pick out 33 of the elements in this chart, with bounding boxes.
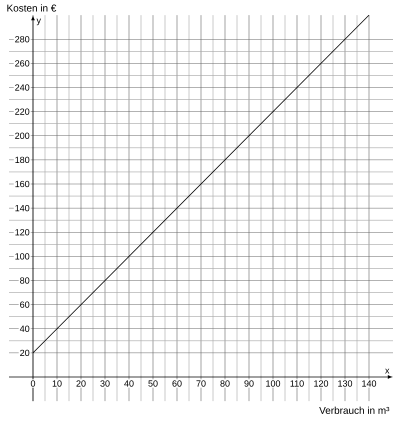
x-axis-title: Verbrauch in m³: [319, 406, 390, 414]
y-tick-label: 140: [15, 204, 30, 212]
y-tick-label: 40: [20, 326, 30, 332]
y-tick-label: 120: [15, 229, 30, 236]
x-tick-label: 50: [148, 380, 158, 387]
y-tick-label: 200: [15, 132, 30, 139]
annotation: x: [385, 368, 390, 374]
x-tick-label: 20: [76, 380, 86, 387]
x-tick-label: 0: [30, 380, 36, 387]
y-tick-label: 20: [20, 350, 30, 356]
x-tick-label: 40: [124, 380, 134, 387]
x-tick-label: 100: [266, 380, 280, 387]
y-tick-label: 280: [15, 36, 30, 42]
x-tick-label: 60: [172, 380, 182, 387]
x-tick-label: 80: [220, 380, 230, 387]
y-axis-title: Kosten in €: [7, 4, 56, 12]
y-tick-label: 180: [15, 156, 30, 164]
y-tick-label: 240: [15, 84, 30, 91]
y-tick-label: 80: [20, 277, 30, 284]
x-tick-label: 10: [52, 380, 62, 387]
x-tick-label: 140: [362, 380, 376, 387]
x-tick-label: 70: [196, 380, 206, 387]
annotation: y: [36, 18, 41, 26]
x-tick-label: 110: [290, 380, 304, 387]
x-tick-label: 130: [338, 380, 352, 387]
y-tick-label: 220: [15, 108, 30, 115]
y-tick-label: 260: [15, 60, 30, 67]
x-tick-label: 120: [314, 380, 328, 387]
y-tick-label: 100: [15, 253, 30, 260]
y-tick-label: 60: [20, 301, 30, 308]
x-tick-label: 90: [244, 380, 254, 387]
x-tick-label: 30: [100, 380, 110, 387]
y-tick-label: 160: [15, 180, 30, 188]
